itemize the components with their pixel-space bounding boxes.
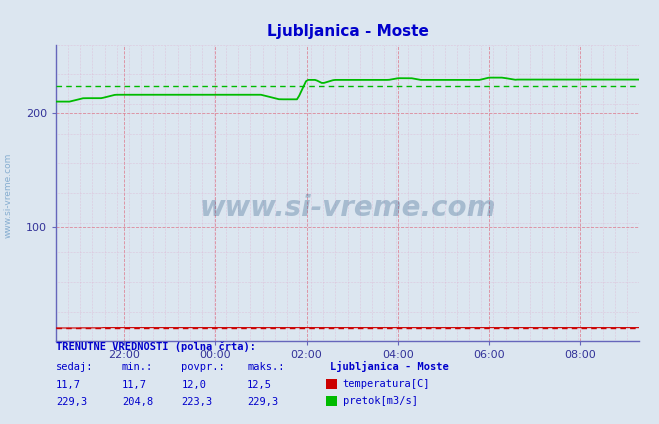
Text: 229,3: 229,3 <box>56 397 87 407</box>
Text: 204,8: 204,8 <box>122 397 153 407</box>
Text: 223,3: 223,3 <box>181 397 212 407</box>
Text: Ljubljanica - Moste: Ljubljanica - Moste <box>330 361 448 372</box>
Text: sedaj:: sedaj: <box>56 362 94 372</box>
Title: Ljubljanica - Moste: Ljubljanica - Moste <box>267 24 428 39</box>
Text: 229,3: 229,3 <box>247 397 278 407</box>
Text: 12,0: 12,0 <box>181 380 206 390</box>
Text: 11,7: 11,7 <box>56 380 81 390</box>
Text: www.si-vreme.com: www.si-vreme.com <box>200 194 496 222</box>
Text: 12,5: 12,5 <box>247 380 272 390</box>
Text: povpr.:: povpr.: <box>181 362 225 372</box>
Text: 11,7: 11,7 <box>122 380 147 390</box>
Text: www.si-vreme.com: www.si-vreme.com <box>3 152 13 238</box>
Text: min.:: min.: <box>122 362 153 372</box>
Text: TRENUTNE VREDNOSTI (polna črta):: TRENUTNE VREDNOSTI (polna črta): <box>56 341 256 352</box>
Text: pretok[m3/s]: pretok[m3/s] <box>343 396 418 406</box>
Text: maks.:: maks.: <box>247 362 285 372</box>
Text: temperatura[C]: temperatura[C] <box>343 379 430 389</box>
